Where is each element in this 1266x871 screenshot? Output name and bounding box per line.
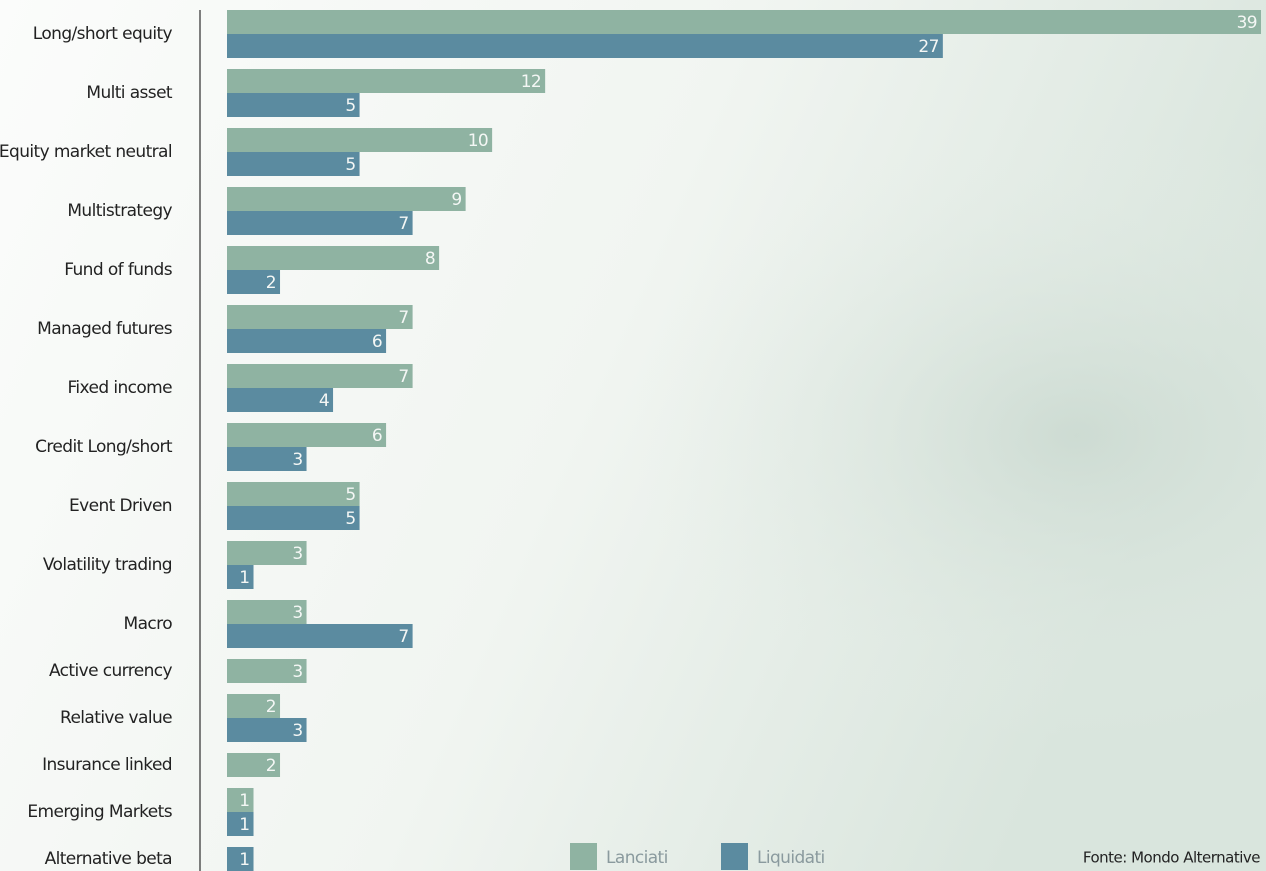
legend-swatch	[721, 843, 748, 870]
bar	[227, 847, 254, 871]
value-label: 1	[239, 850, 249, 870]
bar	[227, 388, 334, 412]
value-label: 27	[918, 37, 938, 57]
legend: Lanciati Liquidati	[570, 843, 825, 870]
value-label: 3	[292, 662, 302, 682]
value-label: 6	[372, 332, 382, 352]
category-label: Equity market neutral	[0, 142, 172, 162]
value-label: 5	[345, 96, 355, 116]
value-label: 2	[266, 273, 276, 293]
category-label: Active currency	[49, 661, 173, 681]
category-label: Multistrategy	[67, 201, 172, 221]
value-label: 39	[1237, 13, 1257, 33]
category-label: Emerging Markets	[27, 802, 172, 822]
value-label: 1	[239, 568, 249, 588]
bar	[227, 69, 546, 93]
value-label: 1	[239, 791, 249, 811]
category-label: Fund of funds	[64, 260, 173, 280]
value-label: 3	[292, 450, 302, 470]
category-label: Macro	[124, 614, 173, 634]
value-label: 2	[266, 756, 276, 776]
bar	[227, 718, 307, 742]
value-label: 5	[345, 155, 355, 175]
value-label: 7	[398, 367, 408, 387]
value-label: 5	[345, 485, 355, 505]
bar	[227, 187, 466, 211]
bar	[227, 270, 281, 294]
value-label: 12	[521, 72, 541, 92]
category-label: Long/short equity	[33, 24, 173, 44]
value-label: 10	[468, 131, 488, 151]
bar	[227, 659, 307, 683]
bar	[227, 600, 307, 624]
category-label: Fixed income	[67, 378, 172, 398]
legend-label: Lanciati	[606, 848, 668, 868]
value-label: 3	[292, 721, 302, 741]
value-label: 3	[292, 603, 302, 623]
value-label: 3	[292, 544, 302, 564]
value-label: 7	[398, 627, 408, 647]
value-label: 7	[398, 214, 408, 234]
source: Fonte: Mondo Alternative	[1083, 849, 1260, 867]
value-label: 2	[266, 697, 276, 717]
value-label: 8	[425, 249, 435, 269]
category-label: Alternative beta	[45, 849, 172, 869]
bar	[227, 447, 307, 471]
value-label: 9	[451, 190, 461, 210]
bar	[227, 305, 413, 329]
category-label: Event Driven	[69, 496, 172, 516]
bar	[227, 423, 387, 447]
value-label: 6	[372, 426, 382, 446]
bar	[227, 34, 943, 58]
bar	[227, 753, 281, 777]
category-label: Managed futures	[37, 319, 173, 339]
bar	[227, 329, 387, 353]
bar	[227, 246, 440, 270]
legend-swatch	[570, 843, 597, 870]
bar	[227, 10, 1261, 34]
value-label: 7	[398, 308, 408, 328]
bar	[227, 541, 307, 565]
bar	[227, 565, 254, 589]
bar	[227, 93, 360, 117]
legend-label: Liquidati	[757, 848, 825, 868]
bar	[227, 812, 254, 836]
bar	[227, 364, 413, 388]
bar	[227, 482, 360, 506]
value-label: 1	[239, 815, 249, 835]
value-label: 4	[319, 391, 329, 411]
bar	[227, 152, 360, 176]
bar	[227, 788, 254, 812]
bar	[227, 694, 281, 718]
category-label: Multi asset	[86, 83, 173, 103]
bar	[227, 211, 413, 235]
bar	[227, 624, 413, 648]
bar	[227, 506, 360, 530]
category-label: Insurance linked	[42, 755, 172, 775]
category-label: Volatility trading	[43, 555, 172, 575]
category-label: Credit Long/short	[35, 437, 173, 457]
bar	[227, 128, 493, 152]
value-label: 5	[345, 509, 355, 529]
category-label: Relative value	[60, 708, 172, 728]
